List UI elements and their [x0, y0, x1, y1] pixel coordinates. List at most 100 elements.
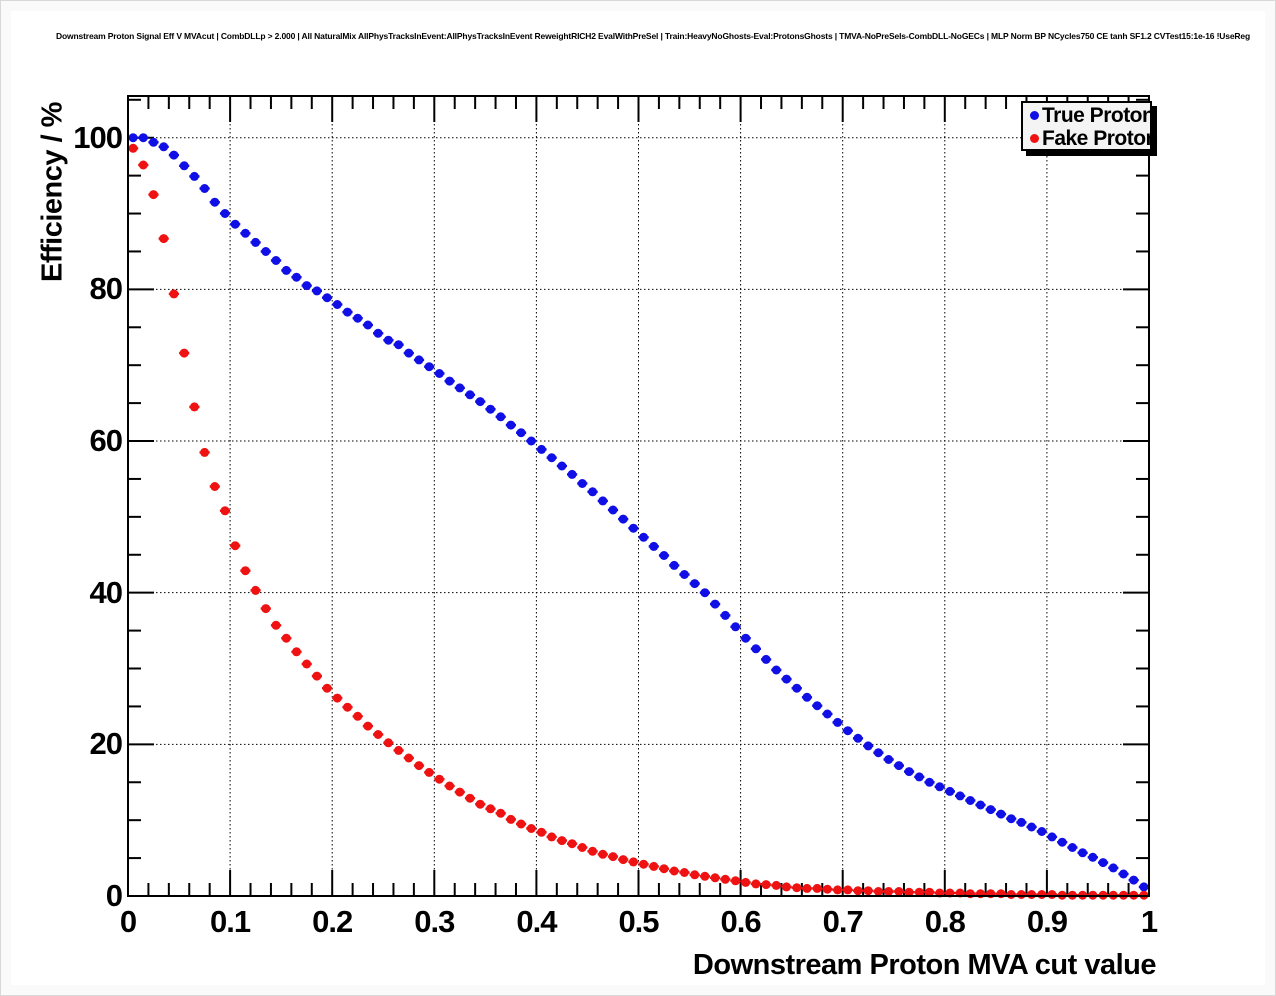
data-point	[925, 887, 934, 897]
data-point	[863, 886, 873, 896]
x-tick-label: 0.2	[312, 904, 353, 939]
data-point	[771, 880, 781, 890]
data-point	[1078, 848, 1088, 858]
data-point	[782, 674, 791, 684]
data-point	[802, 883, 812, 893]
data-point	[251, 585, 261, 595]
data-point	[639, 532, 649, 542]
data-point	[679, 868, 689, 877]
data-point	[210, 482, 220, 491]
data-point	[138, 160, 148, 170]
data-point	[894, 761, 904, 771]
legend-box: True Proton Fake Proton	[1021, 101, 1158, 151]
legend-entry-true-proton: True Proton	[1030, 104, 1155, 127]
data-point	[302, 659, 312, 669]
data-point	[1108, 863, 1118, 873]
data-point	[281, 265, 291, 275]
data-point	[179, 161, 189, 171]
data-point	[149, 137, 158, 147]
data-point	[271, 620, 281, 630]
data-point	[833, 717, 843, 727]
data-point	[486, 404, 495, 414]
data-point	[526, 436, 536, 446]
data-point	[884, 887, 894, 896]
data-point	[394, 745, 404, 755]
data-point	[577, 843, 587, 852]
x-tick-label: 0.4	[516, 904, 557, 939]
data-point	[659, 864, 669, 874]
data-point	[445, 376, 455, 386]
data-point	[598, 849, 608, 859]
data-point	[475, 397, 485, 407]
plot-title: Downstream Proton Signal Eff V MVAcut | …	[56, 31, 1251, 41]
data-point	[200, 184, 210, 193]
legend-entry-fake-proton: Fake Proton	[1030, 127, 1158, 150]
data-point	[659, 551, 669, 560]
data-point	[312, 286, 322, 296]
data-point	[588, 846, 598, 856]
y-axis-title: Efficiency / %	[36, 102, 69, 282]
data-point	[690, 579, 700, 589]
data-point	[240, 566, 250, 576]
data-point	[567, 469, 577, 479]
data-point	[1139, 882, 1149, 892]
data-point	[700, 871, 710, 881]
data-point	[1129, 875, 1139, 885]
data-point	[230, 541, 240, 551]
data-point	[516, 428, 526, 438]
data-point	[1027, 890, 1037, 899]
data-point	[506, 420, 516, 430]
data-point	[159, 142, 169, 152]
data-point	[639, 859, 649, 869]
x-tick-label: 0.6	[720, 904, 762, 939]
data-point	[149, 190, 158, 200]
data-point	[741, 633, 751, 643]
data-point	[720, 874, 730, 884]
data-point	[843, 726, 853, 736]
data-point	[608, 852, 618, 862]
data-point	[445, 781, 455, 791]
true-proton-marker-icon	[1030, 111, 1039, 120]
x-tick-label: 0.7	[822, 904, 864, 939]
data-point	[506, 814, 516, 824]
data-point	[802, 692, 812, 702]
data-point	[812, 883, 822, 893]
data-point	[700, 588, 710, 598]
data-point	[394, 340, 404, 350]
x-tick-label: 0.8	[924, 904, 966, 939]
data-point	[577, 479, 587, 488]
plot-area	[127, 95, 1150, 900]
data-point	[628, 857, 638, 867]
data-point	[649, 541, 659, 551]
data-point	[159, 234, 169, 244]
data-point	[751, 644, 761, 654]
data-point	[679, 570, 689, 579]
data-point	[1119, 869, 1128, 879]
data-point	[251, 237, 261, 247]
data-point	[792, 683, 802, 693]
data-point	[138, 133, 148, 143]
data-point	[1037, 827, 1047, 836]
x-tick-label: 1	[1140, 904, 1158, 939]
data-point	[853, 733, 863, 743]
data-point	[240, 228, 250, 238]
data-point	[751, 879, 761, 889]
y-tick-label: 100	[73, 119, 123, 155]
data-point	[424, 767, 434, 777]
data-point	[169, 150, 179, 160]
data-point	[873, 748, 883, 758]
x-tick-label: 0	[119, 904, 137, 939]
data-point	[690, 870, 700, 880]
data-point	[210, 197, 220, 207]
data-point	[332, 693, 342, 703]
data-point	[220, 209, 230, 218]
data-point	[557, 461, 567, 471]
data-point	[731, 876, 740, 886]
data-point	[220, 506, 230, 516]
data-point	[537, 827, 546, 837]
data-point	[179, 348, 189, 358]
data-point	[486, 804, 495, 814]
y-tick-label: 40	[89, 574, 123, 610]
data-point	[996, 809, 1006, 819]
legend-label: Fake Proton	[1042, 126, 1158, 150]
